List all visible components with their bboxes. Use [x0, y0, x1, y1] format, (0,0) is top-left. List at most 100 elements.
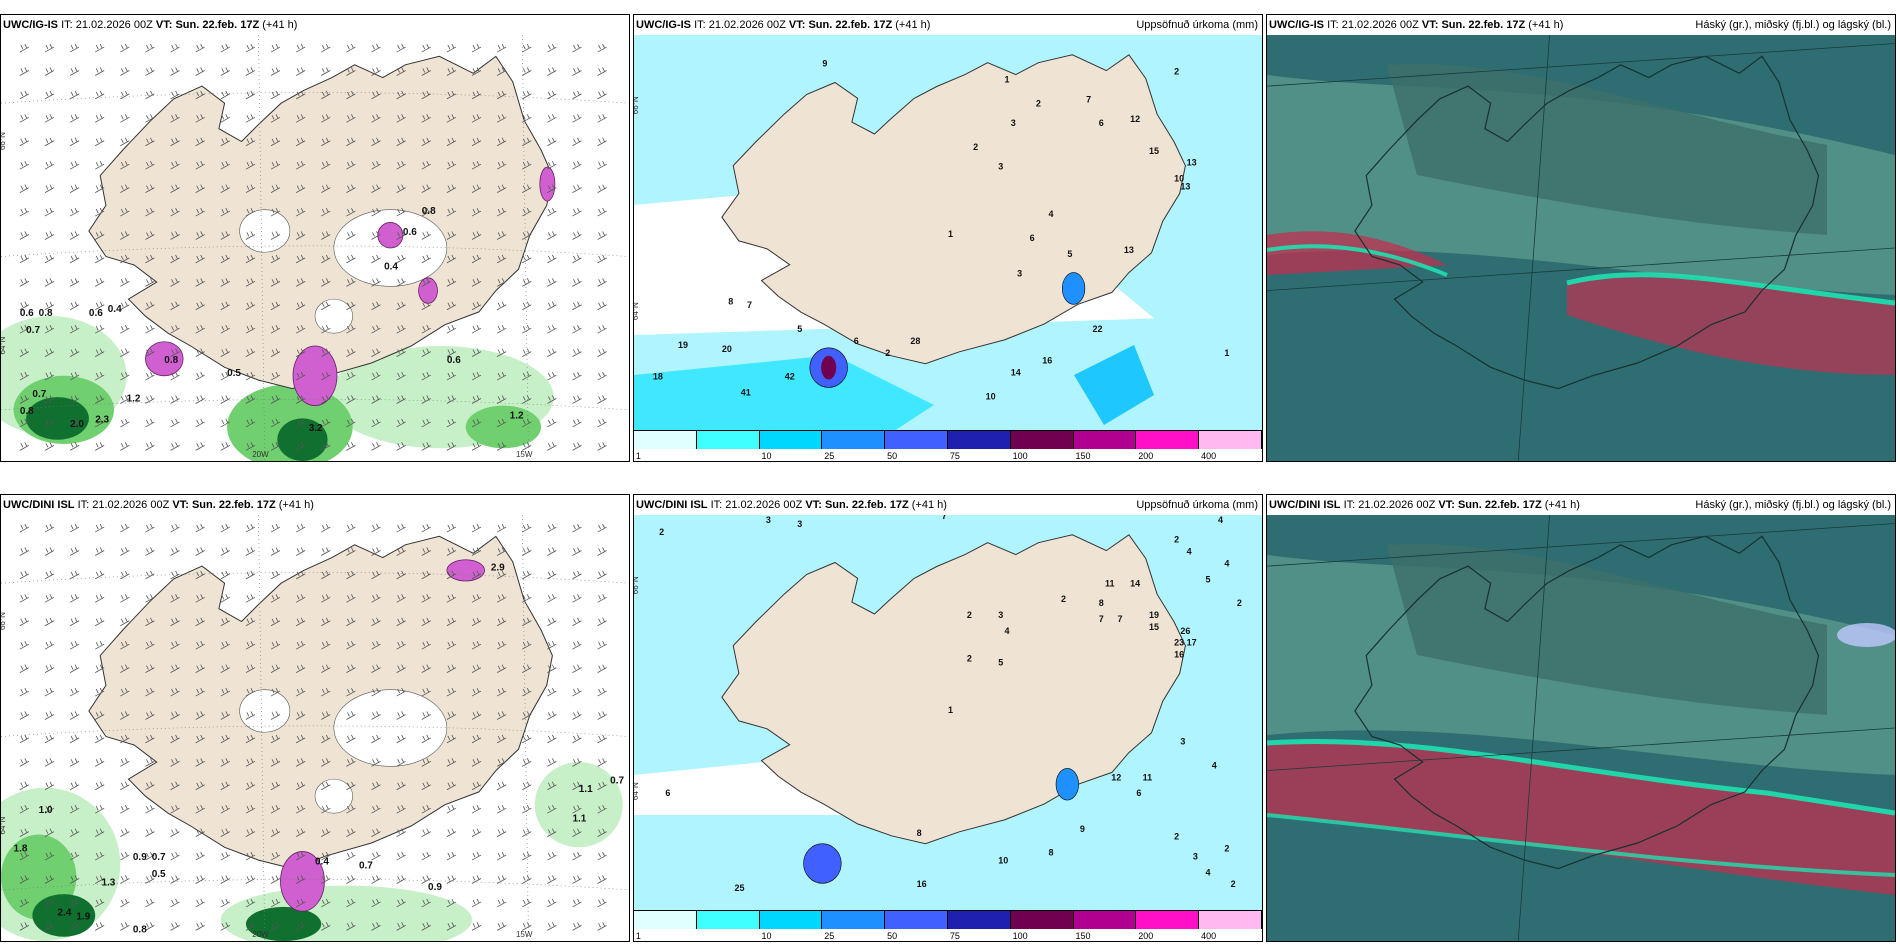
iceland-outline — [1354, 535, 1820, 870]
wind-barb — [496, 617, 507, 627]
wind-barb — [421, 664, 431, 673]
wind-barb — [69, 664, 80, 673]
wind-barb — [19, 805, 30, 814]
wind-barb — [321, 348, 331, 357]
wind-barb — [471, 617, 482, 627]
wind-barb — [195, 781, 205, 791]
map-area[interactable] — [1267, 515, 1895, 941]
wind-barb — [220, 301, 230, 311]
wind-barb — [321, 617, 331, 627]
wind-barb — [270, 231, 281, 240]
wind-barb — [371, 43, 381, 53]
precip-value-label: 2 — [1231, 879, 1236, 889]
wind-barb — [321, 207, 331, 217]
wind-barb — [145, 137, 155, 147]
map-svg: 0.6 0.8 0.7 0.6 0.4 0.5 0.6 0.7 0.8 1.2 2.0 2.3 3.2 1… — [1, 35, 629, 461]
wind-barb — [245, 875, 256, 884]
wind-barb — [120, 137, 130, 147]
wind-barb — [69, 184, 80, 193]
wind-barb — [446, 664, 457, 673]
precip-value-label: 0.4 — [108, 304, 122, 315]
wind-barb — [295, 734, 306, 744]
wind-barb — [597, 711, 607, 720]
wind-barb — [471, 687, 482, 697]
wind-barb — [19, 161, 30, 170]
map-area[interactable]: 1.0 1.8 0.9 0.7 0.5 1.3 2.4 1.9 0.8 0.9 0.7 1.1 0.7 1… — [1, 515, 629, 941]
wind-barb — [95, 898, 105, 908]
wind-barb — [120, 687, 130, 697]
wind-barb — [170, 898, 180, 908]
wind-barb — [371, 641, 381, 650]
latitude-line — [1, 878, 629, 891]
wind-barb — [145, 325, 155, 334]
wind-barb — [547, 922, 557, 931]
wind-barb — [346, 90, 356, 100]
map-area[interactable]: 2 3 3 7 4 2 4 4 5 2 11 14 8 7 7 19 15 26 23 16 17 2 3 4 2 5 2 1 6 8 10… — [634, 515, 1262, 911]
precip-value-label: 0.8 — [39, 308, 53, 319]
wind-barb — [471, 254, 482, 264]
wind-barb — [245, 851, 256, 861]
wind-barb — [496, 67, 507, 76]
wind-barb — [270, 184, 281, 193]
precip-value-label: 0.6 — [20, 308, 34, 319]
wind-barb — [195, 207, 205, 217]
map-area[interactable]: 9 1 2 3 7 6 12 15 13 10 13 2 3 4 5 6 3 1 8 7 5 6 2 28 19 20 18 42 41… — [634, 35, 1262, 431]
it-value: 21.02.2026 00Z — [725, 499, 803, 511]
panel-header: UWC/DINI ISL IT: 21.02.2026 00Z VT: Sun.… — [1267, 495, 1895, 515]
wind-barb — [496, 641, 507, 650]
wind-barb — [44, 325, 55, 334]
wind-barb — [245, 114, 256, 123]
map-area[interactable]: 0.6 0.8 0.7 0.6 0.4 0.5 0.6 0.7 0.8 1.2 2.0 2.3 3.2 1… — [1, 35, 629, 461]
wind-barb — [44, 617, 55, 627]
wind-barb — [396, 395, 406, 404]
wind-barb — [145, 442, 155, 451]
colorbar-swatch — [947, 911, 1011, 929]
snow-area — [292, 345, 338, 407]
wind-barb — [19, 594, 30, 603]
precip-value-label: 3 — [998, 610, 1003, 620]
wind-barb — [195, 161, 205, 170]
wind-barb — [421, 43, 431, 53]
wind-barb — [270, 781, 281, 791]
wind-barb — [522, 734, 532, 744]
colorbar-swatch — [759, 431, 823, 449]
wind-barb — [396, 301, 406, 311]
wind-barb — [496, 828, 507, 837]
wind-barb — [321, 325, 331, 334]
wind-barb — [120, 875, 130, 884]
wind-barb — [220, 570, 230, 580]
wind-barb — [547, 371, 557, 381]
wind-barb — [270, 523, 281, 533]
map-area[interactable] — [1267, 35, 1895, 461]
precip-value-label: 6 — [854, 336, 859, 346]
wind-barb — [547, 395, 557, 404]
wind-barb — [170, 184, 180, 193]
wind-barb — [572, 851, 582, 861]
wind-barb — [44, 547, 55, 556]
wind-barb — [421, 137, 431, 147]
precip-value-label: 3 — [1017, 269, 1022, 279]
wind-barb — [19, 687, 30, 697]
wind-barb — [195, 570, 205, 580]
precip-value-label: 0.5 — [152, 869, 166, 880]
wind-barb — [522, 43, 532, 53]
wind-barb — [44, 851, 55, 861]
wind-barb — [346, 114, 356, 123]
wind-barb — [346, 523, 356, 533]
wind-barb — [19, 758, 30, 767]
wind-barb — [220, 758, 230, 767]
wind-barb — [421, 348, 431, 357]
it-value: 21.02.2026 00Z — [708, 19, 786, 31]
wind-barb — [120, 184, 130, 193]
precip-value-label: 3 — [998, 162, 1003, 172]
wind-barb — [145, 711, 155, 720]
wind-barb — [95, 805, 105, 814]
wind-barb — [446, 711, 457, 720]
wind-barb — [496, 687, 507, 697]
wind-barb — [220, 207, 230, 217]
wind-barb — [120, 395, 130, 404]
wind-barb — [69, 805, 80, 814]
wind-barb — [19, 207, 30, 217]
precip-value-label: 0.9 — [133, 852, 147, 863]
precip-value-label: 3 — [1193, 852, 1198, 862]
